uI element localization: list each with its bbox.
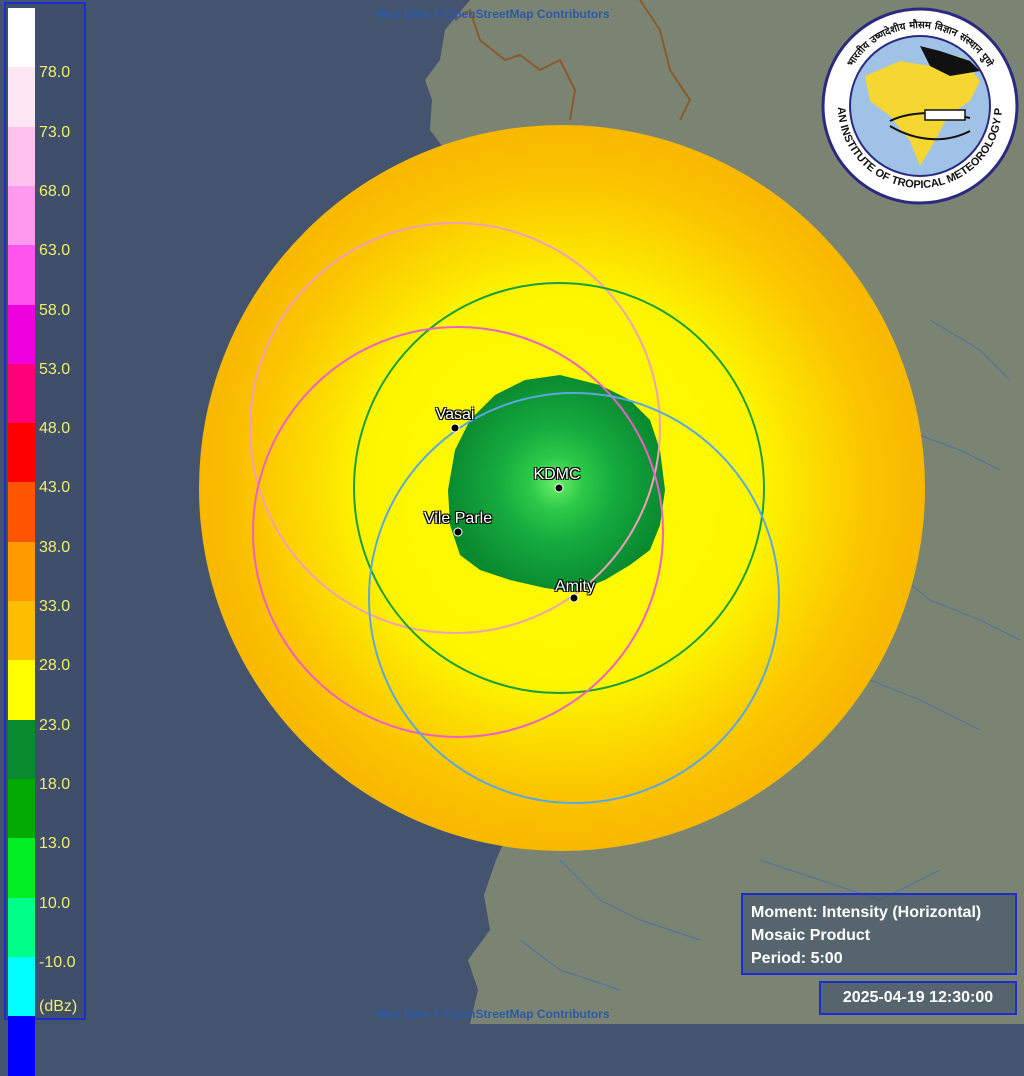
legend-swatch [8, 778, 35, 839]
range-ring-amity [368, 392, 780, 804]
legend-label: 38.0 [39, 538, 71, 556]
legend-label: 73.0 [39, 123, 71, 141]
station-label-kdmc: KDMC [533, 466, 581, 483]
legend-label: -10.0 [39, 953, 76, 971]
legend-swatch [8, 1016, 35, 1076]
legend-label: 68.0 [39, 182, 71, 200]
legend-label: 58.0 [39, 301, 71, 319]
range-ring-vasai [249, 222, 661, 634]
attribution-bottom[interactable]: Map Data © OpenStreetMap Contributors [376, 1007, 610, 1021]
legend-label: 13.0 [39, 835, 71, 853]
station-marker-vile-parle[interactable] [453, 527, 463, 537]
product-info-box: Moment: Intensity (Horizontal) Mosaic Pr… [741, 893, 1017, 975]
legend-label: 48.0 [39, 420, 71, 438]
station-marker-kdmc[interactable] [554, 483, 564, 493]
attribution-top[interactable]: Map Data © OpenStreetMap Contributors [376, 7, 610, 21]
legend-swatch [8, 304, 35, 365]
legend-swatch [8, 897, 35, 958]
period-label: Period: 5:00 [751, 950, 843, 967]
timestamp-box: 2025-04-19 12:30:00 [819, 981, 1017, 1015]
legend-label: 18.0 [39, 775, 71, 793]
legend-swatch [8, 482, 35, 543]
station-marker-amity[interactable] [569, 593, 579, 603]
legend-swatch [8, 956, 35, 1017]
legend-swatch [8, 8, 35, 68]
legend-label: 78.0 [39, 64, 71, 82]
timestamp: 2025-04-19 12:30:00 [842, 989, 994, 1006]
legend-swatch [8, 838, 35, 898]
range-ring-vile-parle [252, 326, 664, 738]
legend-swatch [8, 601, 35, 661]
product-label: Mosaic Product [751, 927, 871, 944]
moment-label: Moment: Intensity (Horizontal) [751, 904, 982, 921]
legend-swatch [8, 126, 35, 187]
iitm-logo: भारतीय उष्णदेशीय मौसम विज्ञान संस्थान पु… [820, 6, 1019, 205]
station-label-amity: Amity [555, 578, 595, 595]
station-marker-vasai[interactable] [450, 423, 460, 433]
station-label-vile-parle: Vile Parle [423, 510, 493, 527]
legend-label: 10.0 [39, 894, 71, 912]
legend-label: 43.0 [39, 479, 71, 497]
legend-swatch [8, 660, 35, 721]
legend-label: 28.0 [39, 657, 71, 675]
color-legend: 78.0 73.0 68.0 63.0 58.0 53.0 48.0 43.0 38.0 33.0… [4, 2, 86, 1076]
station-label-vasai: Vasai [435, 406, 475, 423]
legend-swatch [8, 67, 35, 128]
legend-label: 23.0 [39, 716, 71, 734]
range-ring-kdmc [353, 282, 765, 694]
legend-label: 53.0 [39, 360, 71, 378]
legend-swatch [8, 719, 35, 780]
borders [454, 0, 692, 121]
legend-swatch [8, 245, 35, 305]
legend-label: 63.0 [39, 242, 71, 260]
legend-swatch [8, 185, 35, 246]
legend-swatch [8, 423, 35, 483]
legend-swatch [8, 363, 35, 424]
legend-swatch [8, 541, 35, 602]
legend-label: 33.0 [39, 598, 71, 615]
legend-unit: (dBz) [39, 998, 78, 1015]
rivers [519, 319, 1021, 991]
